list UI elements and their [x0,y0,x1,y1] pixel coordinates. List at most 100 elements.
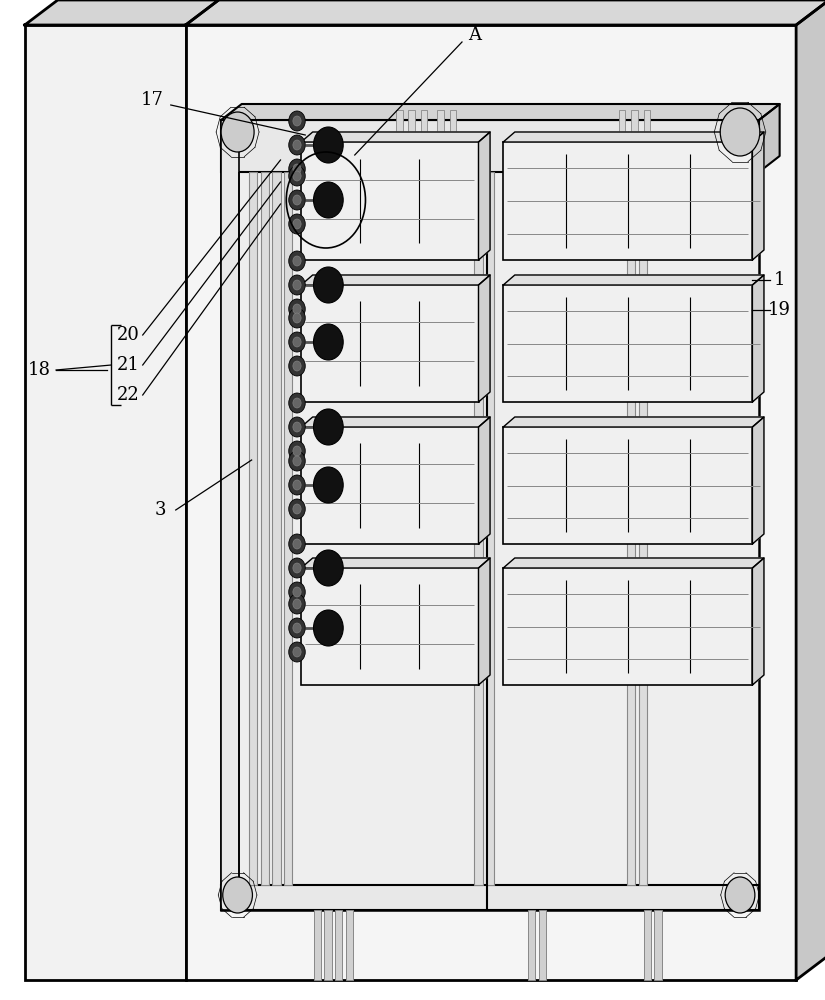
Polygon shape [478,132,490,260]
Text: 17: 17 [141,91,164,109]
Circle shape [289,499,305,519]
Bar [644,110,650,167]
Bar [644,910,651,980]
Polygon shape [752,132,764,260]
Bar [272,172,280,885]
Circle shape [293,219,301,229]
Circle shape [289,332,305,352]
Polygon shape [503,132,764,142]
Text: 1: 1 [774,271,785,289]
Circle shape [314,324,343,360]
Bar [421,110,427,167]
Bar [335,910,342,980]
Polygon shape [301,275,490,285]
Polygon shape [503,275,764,285]
Circle shape [293,480,301,490]
Circle shape [289,275,305,295]
Circle shape [289,251,305,271]
Polygon shape [25,0,219,25]
Bar [221,885,759,910]
Circle shape [293,539,301,549]
Bar [539,910,546,980]
Circle shape [720,108,760,156]
Polygon shape [221,104,780,120]
Polygon shape [478,275,490,402]
Bar [654,910,662,980]
Circle shape [314,127,343,163]
Bar [221,120,759,172]
Circle shape [314,267,343,303]
Polygon shape [752,417,764,544]
Polygon shape [752,558,764,685]
Circle shape [293,171,301,181]
Circle shape [314,467,343,503]
Bar [503,568,752,685]
Bar [503,142,752,260]
Circle shape [293,623,301,633]
Circle shape [221,112,254,152]
Circle shape [293,398,301,408]
Bar [528,910,535,980]
Bar [25,25,186,980]
Circle shape [289,642,305,662]
Bar [474,172,483,885]
Circle shape [293,256,301,266]
Bar [284,172,292,885]
Bar [437,110,444,167]
Circle shape [289,618,305,638]
Circle shape [293,599,301,609]
Circle shape [289,214,305,234]
Bar [503,285,752,402]
Circle shape [289,594,305,614]
Circle shape [293,563,301,573]
Polygon shape [503,558,764,568]
Circle shape [293,164,301,174]
Circle shape [293,116,301,126]
Polygon shape [752,275,764,402]
Circle shape [293,587,301,597]
Text: 21: 21 [116,356,139,374]
Bar [639,172,647,885]
Circle shape [293,422,301,432]
Circle shape [289,111,305,131]
Bar [486,172,494,885]
Circle shape [293,647,301,657]
Bar [324,910,332,980]
Circle shape [289,441,305,461]
Polygon shape [478,417,490,544]
Circle shape [293,504,301,514]
Bar [346,910,353,980]
Circle shape [289,534,305,554]
Bar [396,110,403,167]
Circle shape [289,356,305,376]
Text: 19: 19 [768,301,791,319]
Circle shape [293,313,301,323]
Circle shape [314,610,343,646]
Text: 3: 3 [155,501,167,519]
Circle shape [289,417,305,437]
Circle shape [289,190,305,210]
Circle shape [293,456,301,466]
Circle shape [314,182,343,218]
Polygon shape [186,0,825,25]
Polygon shape [759,104,780,172]
Circle shape [289,393,305,413]
Bar [408,110,415,167]
Circle shape [293,280,301,290]
Polygon shape [503,417,764,427]
Bar [314,910,321,980]
Circle shape [289,299,305,319]
Circle shape [314,409,343,445]
Polygon shape [796,0,825,980]
Circle shape [289,308,305,328]
Circle shape [289,451,305,471]
Polygon shape [301,417,490,427]
Circle shape [293,304,301,314]
Polygon shape [301,132,490,142]
Circle shape [223,877,252,913]
Bar [261,172,269,885]
Circle shape [725,877,755,913]
Bar [619,110,625,167]
Text: 18: 18 [28,361,51,379]
Bar [627,172,635,885]
